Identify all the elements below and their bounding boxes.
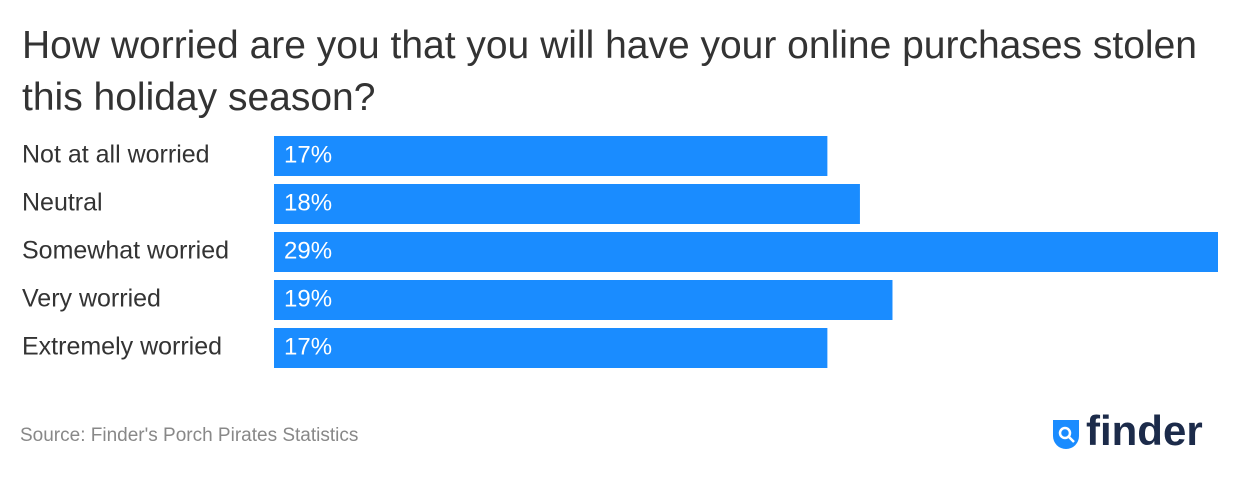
logo: finder	[1086, 407, 1203, 454]
value-label: 19%	[284, 285, 332, 312]
category-label: Very worried	[22, 285, 161, 313]
category-label: Neutral	[22, 189, 103, 217]
value-label: 17%	[284, 333, 332, 360]
category-label: Not at all worried	[22, 141, 210, 169]
value-label: 18%	[284, 189, 332, 216]
category-label: Extremely worried	[22, 333, 222, 361]
bar	[274, 328, 828, 368]
value-label: 17%	[284, 141, 332, 168]
bar	[274, 136, 828, 176]
bar	[274, 184, 860, 224]
logo-icon	[1053, 420, 1079, 449]
bar	[274, 280, 893, 320]
bar	[274, 232, 1218, 272]
value-label: 29%	[284, 237, 332, 264]
chart-title: How worried are you that you will have y…	[22, 24, 1197, 119]
category-label: Somewhat worried	[22, 237, 229, 265]
source: Source: Finder's Porch Pirates Statistic…	[20, 425, 358, 446]
